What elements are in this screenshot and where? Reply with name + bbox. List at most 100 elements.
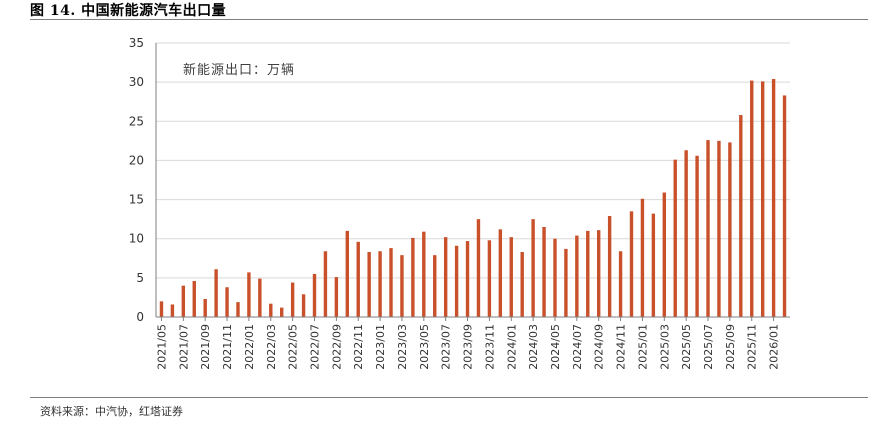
bar — [454, 245, 459, 317]
bar — [269, 303, 273, 317]
axes: 0 5 10 15 20 25 30 35 2021/05 2021/07 2021/09 2021/… — [129, 36, 790, 370]
x-tick-label: 2024/07 — [571, 324, 584, 370]
bar — [389, 248, 393, 317]
x-tick-label: 2025/05 — [680, 324, 693, 370]
y-tick-label: 30 — [129, 75, 144, 89]
bar — [586, 230, 590, 317]
bar — [717, 140, 721, 317]
bar — [236, 302, 240, 317]
bar — [662, 192, 666, 317]
bar — [290, 282, 295, 317]
bar — [531, 219, 535, 317]
bottom-rule — [30, 397, 868, 398]
bar — [782, 95, 787, 317]
y-tick-label: 0 — [136, 310, 144, 324]
bar — [564, 248, 568, 317]
x-tick-label: 2023/11 — [483, 324, 496, 370]
x-tick-label: 2022/11 — [352, 324, 365, 370]
bar — [575, 235, 579, 317]
x-tick-label: 2022/07 — [309, 324, 322, 370]
y-tick-label: 25 — [129, 114, 144, 128]
bar — [422, 231, 426, 317]
bar — [258, 278, 262, 317]
x-tick-label: 2024/01 — [505, 324, 518, 370]
bar — [170, 304, 175, 317]
bar — [640, 198, 645, 317]
bar — [651, 213, 656, 317]
y-tick-label: 20 — [129, 153, 144, 167]
bar — [400, 255, 404, 317]
x-tick-label: 2024/09 — [593, 324, 606, 370]
bar — [312, 273, 317, 317]
bar — [356, 241, 360, 317]
x-tick-label: 2023/05 — [418, 324, 431, 370]
bar — [739, 115, 743, 317]
bar — [618, 251, 623, 317]
x-tick-label: 2024/03 — [527, 324, 540, 370]
bar — [487, 240, 492, 317]
bar — [509, 237, 513, 317]
bar — [695, 155, 699, 317]
bar — [301, 294, 306, 317]
x-tick-label: 2022/03 — [265, 324, 278, 370]
x-tick-label: 2025/09 — [724, 324, 737, 370]
x-tick-label: 2021/11 — [221, 324, 234, 370]
bar — [498, 229, 503, 317]
bar — [443, 237, 448, 317]
bar — [542, 226, 546, 317]
bars — [159, 79, 787, 317]
x-tick-label: 2024/05 — [549, 324, 562, 370]
bar — [520, 252, 524, 317]
bar — [345, 230, 349, 317]
x-tick-label: 2023/07 — [440, 324, 453, 370]
source-note: 资料来源：中汽协，红塔证券 — [40, 405, 183, 418]
bar — [607, 216, 612, 317]
x-tick-label: 2022/09 — [330, 324, 343, 370]
x-tick-label: 2025/01 — [636, 324, 649, 370]
bar — [706, 140, 710, 317]
bar — [323, 251, 328, 317]
x-tick-label: 2023/09 — [462, 324, 475, 370]
bar — [334, 277, 339, 317]
x-tick-label: 2025/07 — [702, 324, 715, 370]
bar — [181, 285, 186, 317]
chart-annotation: 新能源出口：万辆 — [183, 62, 295, 78]
bar — [192, 280, 196, 317]
bar — [476, 219, 481, 317]
top-rule — [30, 19, 868, 20]
bar — [597, 230, 601, 317]
bar — [214, 269, 218, 317]
x-tick-label: 2022/05 — [287, 324, 300, 370]
x-tick-label: 2024/11 — [615, 324, 628, 370]
figure-title: 图 14. 中国新能源汽车出口量 — [30, 3, 227, 19]
bar — [367, 252, 371, 317]
bar — [771, 79, 776, 317]
x-tick-label: 2021/07 — [177, 324, 190, 370]
x-tick-label: 2025/11 — [746, 324, 759, 370]
bar — [433, 255, 437, 317]
bar — [225, 287, 229, 317]
y-tick-label: 35 — [129, 36, 144, 50]
bar — [750, 80, 754, 317]
bar — [411, 237, 415, 317]
bar — [728, 142, 732, 317]
y-tick-label: 5 — [136, 271, 144, 285]
x-tick-label: 2023/03 — [396, 324, 409, 370]
x-tick-label: 2025/03 — [658, 324, 671, 370]
x-tick-label: 2021/09 — [199, 324, 212, 370]
x-tick-label: 2026/01 — [768, 324, 781, 370]
gridlines — [156, 42, 790, 279]
bar — [280, 307, 284, 317]
bar — [760, 81, 765, 317]
bar — [684, 150, 688, 317]
x-tick-label: 2021/05 — [155, 324, 168, 370]
bar — [673, 159, 677, 317]
bar — [629, 211, 634, 317]
bar — [378, 251, 382, 317]
bar — [553, 238, 557, 317]
y-tick-label: 10 — [129, 232, 144, 246]
y-tick-label: 15 — [129, 193, 144, 207]
bar — [203, 298, 207, 317]
bar — [247, 272, 251, 317]
